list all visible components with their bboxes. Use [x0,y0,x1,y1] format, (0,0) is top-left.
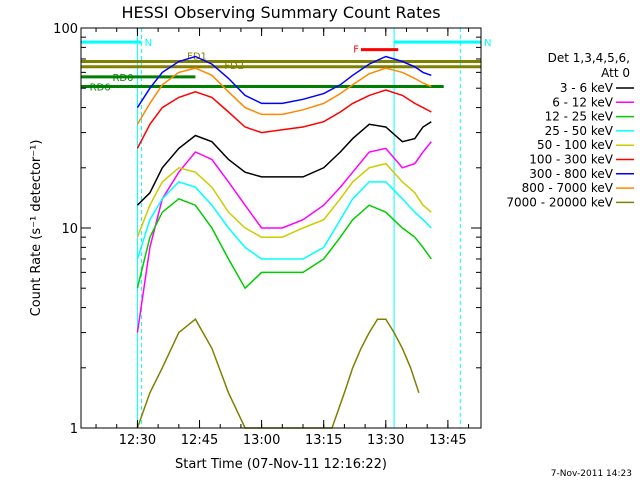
series-line-300-800-kev [136,55,432,109]
series-line-800-7000-kev [136,67,432,125]
flag-label-rd0: RD0 [112,73,133,84]
footer-date: 7-Nov-2011 14:23 [551,469,632,479]
series-line-100-300-kev [136,89,432,149]
flag-label-n: N [484,38,491,49]
x-axis-label: Start Time (07-Nov-11 12:16:22) [175,457,387,472]
y-tick-label: 100 [53,22,78,37]
x-tick-label: 12:30 [119,433,156,448]
legend-label-12-25-kev: 12 - 25 keV [545,110,614,124]
y-tick-label: 1 [70,422,78,437]
legend-title: Det 1,3,4,5,6, [548,51,630,65]
x-tick-label: 13:45 [429,433,466,448]
flag-label-fd2: FD2 [224,61,244,72]
axes: 12:30 12:45 13:00 13:15 13:30 13:45 1 10 100 [53,22,481,448]
legend-label-7000-20000-kev: 7000 - 20000 keV [506,195,613,209]
y-tick-label: 10 [61,222,78,237]
flag-label-rd6: RD6 [90,82,111,93]
legend-label-25-50-kev: 25 - 50 keV [545,124,614,138]
legend-label-300-800-kev: 300 - 800 keV [529,167,613,181]
legend-label-100-300-kev: 100 - 300 keV [529,153,613,167]
x-tick-label: 13:30 [367,433,404,448]
series-line-25-50-kev [136,181,432,260]
flag-label-f: F [353,45,359,56]
series-line-3-6-kev [136,121,432,206]
y-axis-label: Count Rate (s⁻¹ detector⁻¹) [29,140,44,317]
series-line-12-25-kev [136,197,432,290]
x-tick-label: 12:45 [181,433,218,448]
legend-label-50-100-kev: 50 - 100 keV [537,138,614,152]
x-tick-label: 13:00 [243,433,280,448]
flag-label-n: N [145,38,152,49]
chart-title: HESSI Observing Summary Count Rates [121,3,440,22]
x-tick-label: 13:15 [305,433,342,448]
series-line-50-100-kev [136,162,432,238]
legend-label-800-7000-kev: 800 - 7000 keV [522,181,614,195]
legend-label-3-6-kev: 3 - 6 keV [560,81,614,95]
legend-title: Att 0 [601,66,630,80]
legend-label-6-12-kev: 6 - 12 keV [552,95,614,109]
